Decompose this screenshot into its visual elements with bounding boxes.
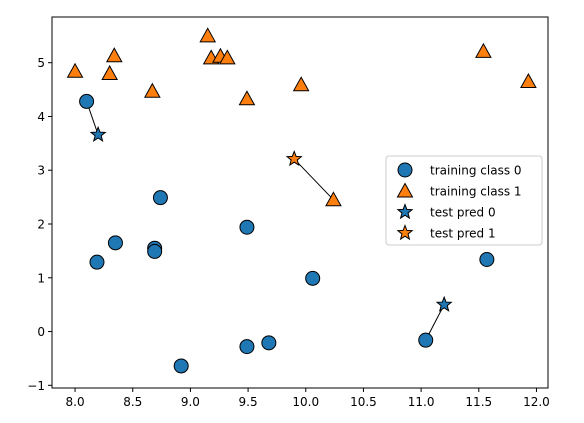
point-star-2-0 <box>89 125 107 142</box>
legend-marker-3 <box>396 224 414 241</box>
y-tick-label-5: 4 <box>37 110 45 124</box>
point-circle-0-1 <box>89 254 105 270</box>
point-star-2-1 <box>435 295 453 312</box>
legend-label-2: test pred 0 <box>430 206 496 220</box>
point-triangle-1-2 <box>105 47 123 63</box>
point-circle-0-7 <box>239 219 255 235</box>
point-circle-0-9 <box>261 335 277 351</box>
x-tick-label-5: 10.5 <box>350 395 377 409</box>
point-triangle-1-7 <box>218 49 236 65</box>
x-tick-label-6: 11.0 <box>408 395 435 409</box>
x-tick-label-1: 8.5 <box>123 395 142 409</box>
legend-box <box>385 155 543 246</box>
x-tick-label-8: 12.0 <box>523 395 550 409</box>
x-tick-label-4: 10.0 <box>292 395 319 409</box>
plot-frame <box>51 16 549 389</box>
x-tick-label-7: 11.5 <box>465 395 492 409</box>
point-triangle-1-10 <box>325 191 342 207</box>
y-tick-label-0: −1 <box>27 379 45 393</box>
point-triangle-1-0 <box>66 62 84 78</box>
y-tick-label-2: 1 <box>37 271 45 285</box>
y-axis: −1 0 1 2 3 4 5 <box>27 56 52 393</box>
point-triangle-1-3 <box>144 82 161 98</box>
point-triangle-1-1 <box>101 64 119 80</box>
legend-label-3: test pred 1 <box>430 227 496 241</box>
point-triangle-1-9 <box>292 76 310 92</box>
point-circle-0-4 <box>147 243 163 259</box>
legend-marker-1 <box>396 182 414 198</box>
x-tick-label-0: 8.0 <box>66 395 85 409</box>
legend-marker-2 <box>396 203 414 220</box>
neighbor-link-1 <box>293 158 334 201</box>
y-tick-label-4: 3 <box>37 164 45 178</box>
point-circle-0-6 <box>173 358 189 374</box>
point-circle-0-0 <box>79 93 95 109</box>
y-tick-label-6: 5 <box>37 56 45 70</box>
point-circle-0-12 <box>479 251 495 267</box>
legend-label-1: training class 1 <box>430 185 522 199</box>
point-circle-0-5 <box>152 190 168 206</box>
data-points <box>66 27 537 374</box>
point-circle-0-8 <box>239 339 255 355</box>
point-circle-0-10 <box>305 270 321 286</box>
point-circle-0-11 <box>418 332 434 348</box>
x-axis: 8.0 8.5 9.0 9.5 10.0 10.5 11.0 11.5 12.0 <box>66 388 550 409</box>
point-triangle-1-4 <box>199 27 217 43</box>
point-circle-0-2 <box>107 235 123 251</box>
point-triangle-1-11 <box>475 42 492 58</box>
point-star-3-0 <box>285 150 303 167</box>
point-triangle-1-8 <box>238 90 256 106</box>
legend-label-0: training class 0 <box>430 164 522 178</box>
y-tick-label-3: 2 <box>37 218 45 232</box>
x-tick-label-2: 9.0 <box>181 395 200 409</box>
x-tick-label-3: 9.5 <box>239 395 258 409</box>
point-triangle-1-12 <box>520 72 537 89</box>
y-tick-label-1: 0 <box>37 325 45 339</box>
legend-marker-0 <box>397 162 413 178</box>
legend: training class 0 training class 1 test pre… <box>385 155 543 246</box>
